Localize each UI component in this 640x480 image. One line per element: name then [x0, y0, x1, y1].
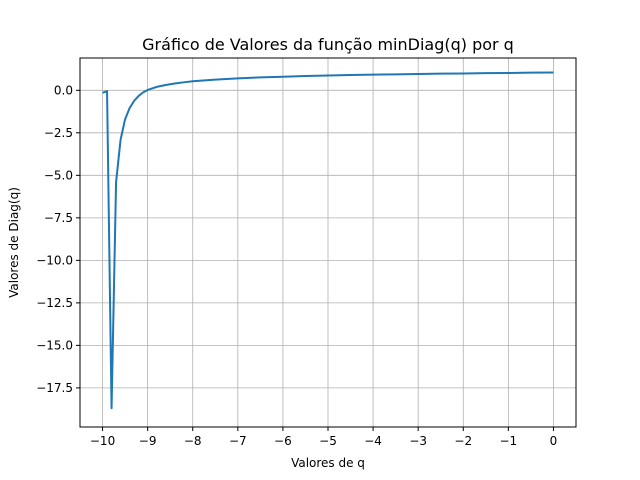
y-tick-label: −12.5	[36, 296, 73, 310]
y-tick-label: −2.5	[44, 126, 73, 140]
x-tick-label: −9	[139, 434, 157, 448]
x-tick-label: −3	[409, 434, 427, 448]
series-line	[102, 71, 554, 410]
x-axis: −10 −9 −8 −7 −6 −5 −4 −3 −2 −1 0	[90, 427, 557, 448]
x-tick-label: −4	[364, 434, 382, 448]
y-tick-label: −10.0	[36, 253, 73, 267]
x-tick-label: −6	[274, 434, 292, 448]
y-tick-label: −5.0	[44, 168, 73, 182]
x-axis-label: Valores de q	[291, 456, 365, 470]
grid	[80, 58, 576, 427]
y-tick-label: −7.5	[44, 211, 73, 225]
x-tick-label: −10	[90, 434, 115, 448]
x-tick-label: −8	[184, 434, 202, 448]
x-tick-label: −1	[500, 434, 518, 448]
x-tick-label: −2	[454, 434, 472, 448]
y-tick-label: 0.0	[54, 83, 73, 97]
y-tick-label: −15.0	[36, 338, 73, 352]
y-tick-label: −17.5	[36, 381, 73, 395]
x-tick-label: −5	[319, 434, 337, 448]
plot-area	[102, 71, 554, 410]
x-tick-label: 0	[550, 434, 558, 448]
chart-title: Gráfico de Valores da função minDiag(q) …	[142, 35, 514, 54]
y-axis: 0.0 −2.5 −5.0 −7.5 −10.0 −12.5 −15.0 −17.5	[36, 83, 80, 395]
y-axis-label: Valores de Diag(q)	[7, 187, 21, 298]
x-tick-label: −7	[229, 434, 247, 448]
